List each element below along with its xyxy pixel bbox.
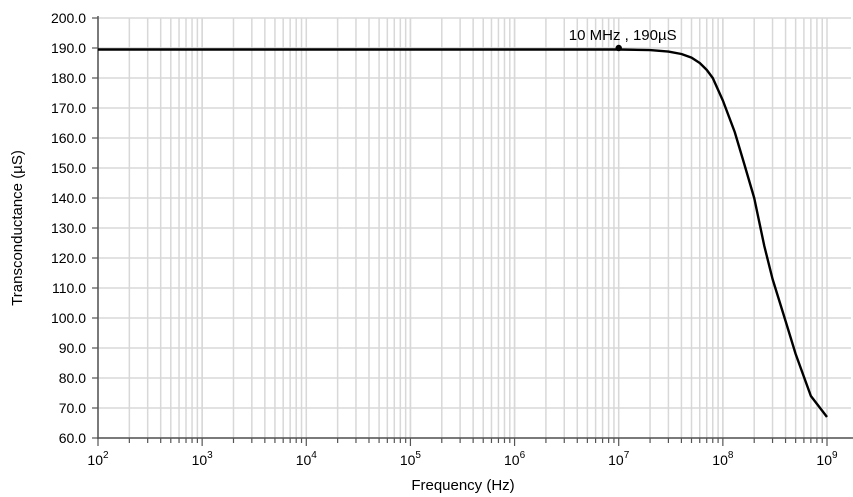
y-tick-label: 190.0 (51, 40, 86, 56)
series-line (98, 48, 828, 418)
y-tick-label: 90.0 (59, 340, 86, 356)
y-tick-label: 140.0 (51, 190, 86, 206)
x-tick-label: 106 (504, 450, 526, 468)
y-tick-label: 60.0 (59, 430, 86, 446)
y-tick-label: 150.0 (51, 160, 86, 176)
annotation-label: 10 MHz , 190µS (569, 27, 677, 44)
y-tick-label: 130.0 (51, 220, 86, 236)
y-tick-label: 200.0 (51, 10, 86, 26)
y-tick-label: 180.0 (51, 70, 86, 86)
grid (97, 17, 851, 439)
y-axis-title: Transconductance (µS) (9, 150, 26, 306)
x-tick-label: 104 (296, 450, 318, 468)
x-tick-label: 109 (816, 450, 838, 468)
axes (92, 16, 853, 446)
y-tick-label: 110.0 (52, 280, 86, 296)
x-axis-title: Frequency (Hz) (411, 477, 514, 494)
y-tick-label: 120.0 (51, 250, 86, 266)
x-tick-label: 102 (87, 450, 109, 468)
annotation-point (615, 44, 622, 52)
y-tick-label: 70.0 (59, 400, 86, 416)
tick-labels: 60.0 70.0 80.0 90.0 100.0 110.0 120.0 130.0 140.… (51, 10, 838, 468)
x-tick-label: 108 (712, 450, 734, 468)
series (98, 44, 828, 418)
y-tick-label: 80.0 (59, 370, 86, 386)
x-tick-label: 107 (608, 450, 630, 468)
x-tick-label: 105 (400, 450, 422, 468)
x-tick-label: 103 (192, 450, 214, 468)
y-tick-label: 160.0 (51, 130, 86, 146)
y-tick-label: 100.0 (51, 310, 86, 326)
y-tick-label: 170.0 (51, 100, 86, 116)
